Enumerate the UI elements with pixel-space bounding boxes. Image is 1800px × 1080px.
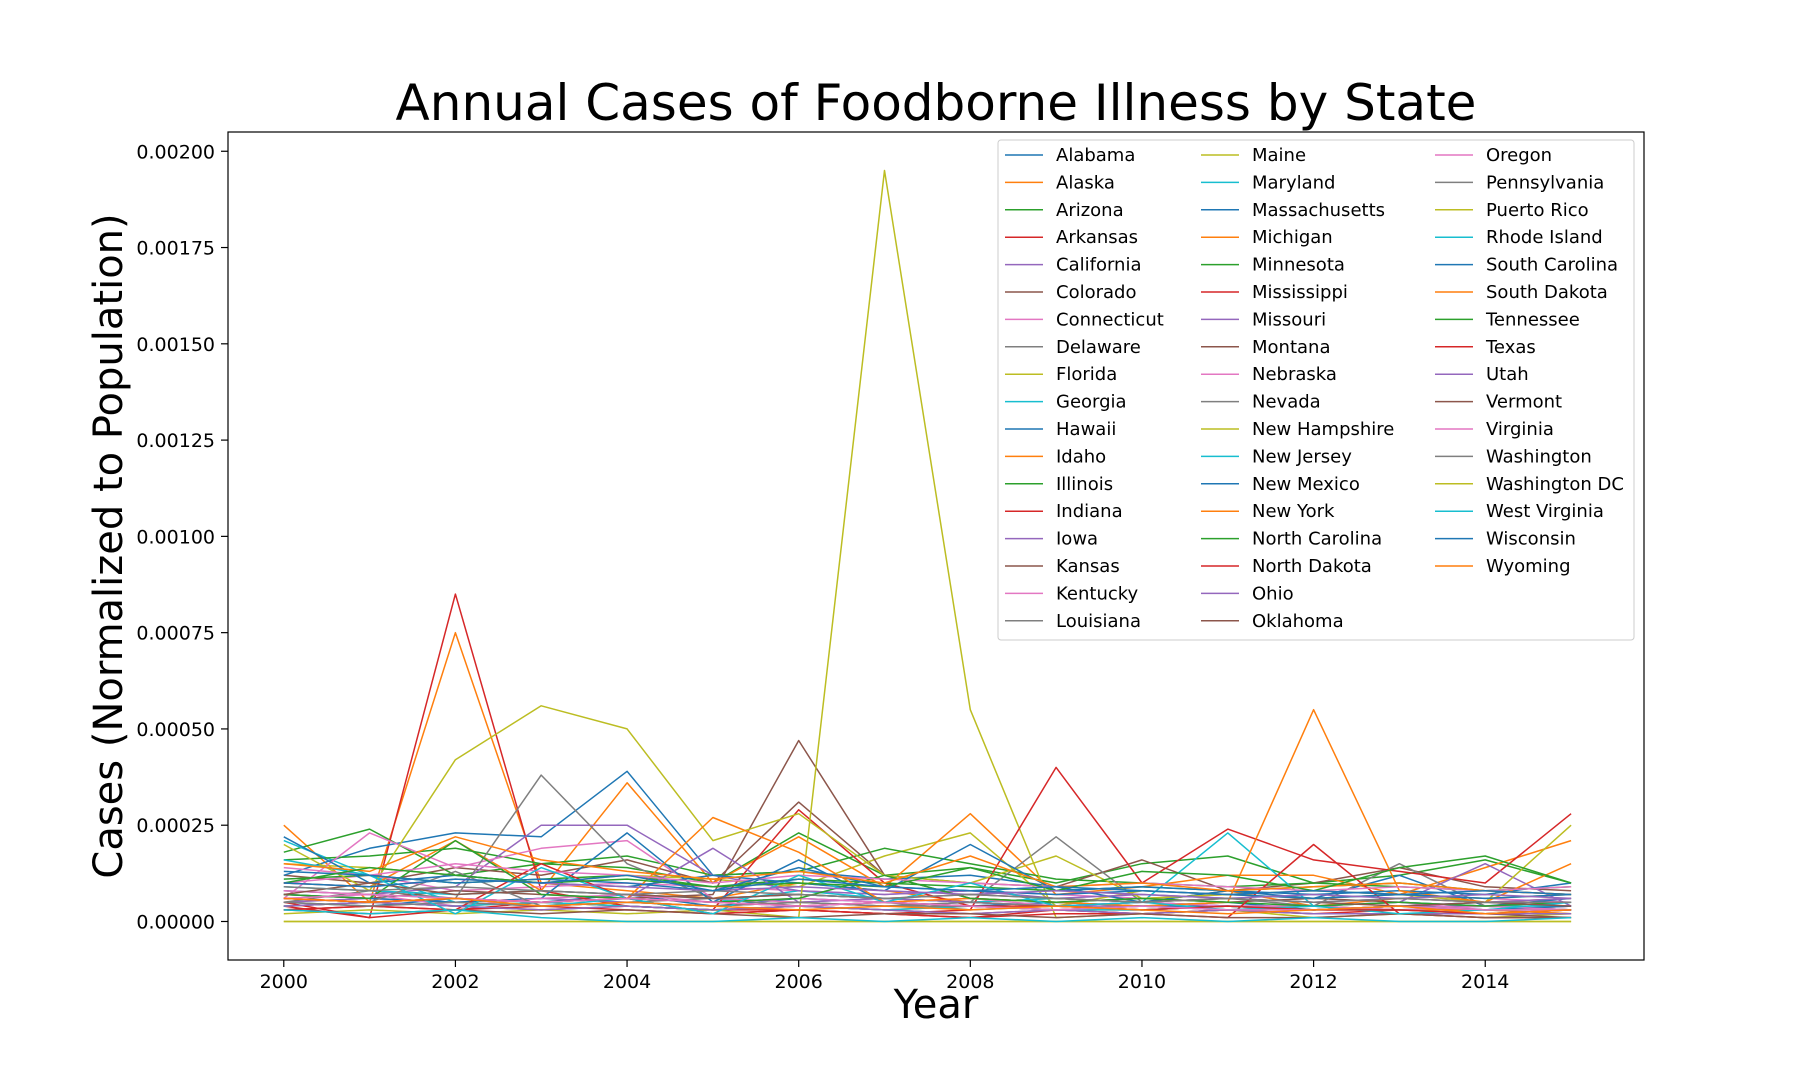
y-tick-label: 0.00000: [136, 911, 215, 933]
series-line-wyoming: [283, 897, 1572, 915]
legend-label-connecticut: Connecticut: [1056, 309, 1164, 330]
x-tick-label: 2008: [946, 971, 994, 993]
legend-label-tennessee: Tennessee: [1485, 309, 1580, 330]
legend-label-california: California: [1056, 255, 1141, 276]
x-tick-label: 2004: [603, 971, 651, 993]
legend-label-missouri: Missouri: [1252, 309, 1326, 330]
legend-label-kentucky: Kentucky: [1056, 583, 1139, 604]
legend-label-utah: Utah: [1486, 364, 1529, 385]
x-tick-label: 2002: [431, 971, 479, 993]
plot-frame: [227, 131, 1645, 961]
series-line-iowa: [283, 824, 1572, 903]
legend-label-kansas: Kansas: [1056, 556, 1120, 577]
y-tick-label: 0.00125: [136, 430, 215, 452]
x-axis: 2000 2002 2004 2006 2008 2010 2012 2014: [260, 960, 1509, 993]
legend-label-hawaii: Hawaii: [1056, 419, 1116, 440]
legend-label-arizona: Arizona: [1056, 200, 1124, 221]
legend-label-iowa: Iowa: [1056, 529, 1098, 550]
legend-label-nebraska: Nebraska: [1252, 364, 1337, 385]
legend-label-alaska: Alaska: [1056, 172, 1115, 193]
legend-label-rhode-island: Rhode Island: [1486, 227, 1603, 248]
x-tick-label: 2006: [775, 971, 823, 993]
legend-label-west-virginia: West Virginia: [1486, 501, 1604, 522]
legend-label-nevada: Nevada: [1252, 392, 1321, 413]
series-line-washington: [283, 886, 1572, 903]
legend-label-new-mexico: New Mexico: [1252, 474, 1360, 495]
legend-label-maine: Maine: [1252, 145, 1306, 166]
legend-label-new-york: New York: [1252, 501, 1335, 522]
y-tick-label: 0.00050: [136, 719, 215, 741]
x-axis-label: Year: [893, 982, 979, 1028]
legend-label-minnesota: Minnesota: [1252, 255, 1345, 276]
legend-label-georgia: Georgia: [1056, 392, 1127, 413]
legend-label-puerto-rico: Puerto Rico: [1486, 200, 1589, 221]
legend-label-wyoming: Wyoming: [1486, 556, 1571, 577]
x-tick-label: 2010: [1118, 971, 1166, 993]
series-line-south-dakota: [283, 836, 1572, 896]
legend-label-idaho: Idaho: [1056, 446, 1106, 467]
legend-label-ohio: Ohio: [1252, 583, 1294, 604]
legend-label-north-carolina: North Carolina: [1252, 529, 1382, 550]
y-tick-label: 0.00150: [136, 334, 215, 356]
legend-label-pennsylvania: Pennsylvania: [1486, 172, 1604, 193]
y-tick-label: 0.00175: [136, 238, 215, 260]
x-tick-label: 2012: [1289, 971, 1337, 993]
plot-lines: [283, 169, 1572, 923]
series-line-ohio: [283, 901, 1572, 915]
legend-label-virginia: Virginia: [1486, 419, 1554, 440]
legend-label-arkansas: Arkansas: [1056, 227, 1138, 248]
legend-label-alabama: Alabama: [1056, 145, 1135, 166]
legend-label-louisiana: Louisiana: [1056, 611, 1141, 632]
legend-label-new-hampshire: New Hampshire: [1252, 419, 1394, 440]
y-axis-label: Cases (Normalized to Population): [86, 213, 132, 878]
legend-label-montana: Montana: [1252, 337, 1330, 358]
legend-label-florida: Florida: [1056, 364, 1117, 385]
legend-label-wisconsin: Wisconsin: [1486, 529, 1576, 550]
legend-label-south-dakota: South Dakota: [1486, 282, 1608, 303]
legend-label-north-dakota: North Dakota: [1252, 556, 1372, 577]
legend-label-mississippi: Mississippi: [1252, 282, 1348, 303]
legend-label-delaware: Delaware: [1056, 337, 1141, 358]
legend: Alabama Alaska Arizona Arkansas California Co…: [997, 139, 1635, 641]
legend-label-washington-dc: Washington DC: [1486, 474, 1624, 495]
series-line-tennessee: [283, 855, 1572, 892]
legend-label-maryland: Maryland: [1252, 172, 1335, 193]
legend-label-washington: Washington: [1486, 446, 1592, 467]
legend-label-oregon: Oregon: [1486, 145, 1552, 166]
series-line-west-virginia: [283, 909, 1572, 923]
x-tick-label: 2014: [1461, 971, 1509, 993]
y-tick-label: 0.00075: [136, 623, 215, 645]
legend-label-michigan: Michigan: [1252, 227, 1333, 248]
legend-label-texas: Texas: [1485, 337, 1536, 358]
legend-label-illinois: Illinois: [1056, 474, 1113, 495]
legend-label-south-carolina: South Carolina: [1486, 255, 1618, 276]
series-line-wisconsin: [283, 874, 1572, 896]
y-tick-label: 0.00200: [136, 141, 215, 163]
legend-label-new-jersey: New Jersey: [1252, 446, 1352, 467]
series-line-oklahoma: [283, 909, 1572, 919]
legend-label-oklahoma: Oklahoma: [1252, 611, 1344, 632]
legend-frame: [997, 139, 1635, 641]
series-line-oregon: [283, 862, 1572, 892]
legend-label-colorado: Colorado: [1056, 282, 1136, 303]
legend-label-massachusetts: Massachusetts: [1252, 200, 1385, 221]
legend-label-vermont: Vermont: [1486, 392, 1562, 413]
x-tick-label: 2000: [260, 971, 308, 993]
y-tick-label: 0.00025: [136, 815, 215, 837]
y-tick-label: 0.00100: [136, 526, 215, 548]
y-axis: 0.00000 0.00025 0.00050 0.00075 0.00100 0.001…: [136, 141, 228, 933]
legend-label-indiana: Indiana: [1056, 501, 1123, 522]
chart-title: Annual Cases of Foodborne Illness by Sta…: [396, 74, 1477, 132]
